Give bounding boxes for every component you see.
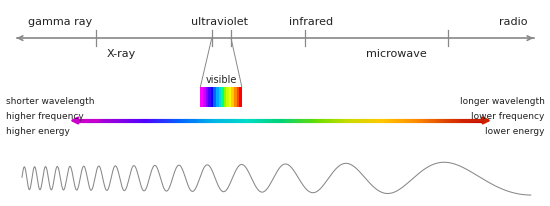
Text: higher frequency: higher frequency [6, 112, 83, 121]
Bar [206, 87, 208, 107]
Text: lower energy: lower energy [485, 127, 544, 136]
Bar [216, 87, 218, 107]
Text: radio: radio [499, 17, 528, 27]
Text: gamma ray: gamma ray [28, 17, 92, 27]
Bar [218, 87, 221, 107]
Text: lower frequency: lower frequency [471, 112, 544, 121]
Text: infrared: infrared [289, 17, 333, 27]
Text: higher energy: higher energy [6, 127, 69, 136]
Bar [208, 87, 211, 107]
Bar [221, 87, 224, 107]
Bar [234, 87, 236, 107]
Bar [232, 87, 234, 107]
Bar [226, 87, 229, 107]
Bar [239, 87, 242, 107]
Text: shorter wavelength: shorter wavelength [6, 97, 94, 107]
Bar [201, 87, 203, 107]
Text: visible: visible [205, 75, 237, 85]
Bar [229, 87, 232, 107]
Text: microwave: microwave [366, 49, 426, 60]
Bar [211, 87, 213, 107]
Bar [224, 87, 226, 107]
Text: longer wavelength: longer wavelength [460, 97, 544, 107]
Text: X-ray: X-ray [106, 49, 136, 60]
Bar [203, 87, 206, 107]
Text: ultraviolet: ultraviolet [191, 17, 249, 27]
Bar [213, 87, 216, 107]
Bar [236, 87, 239, 107]
